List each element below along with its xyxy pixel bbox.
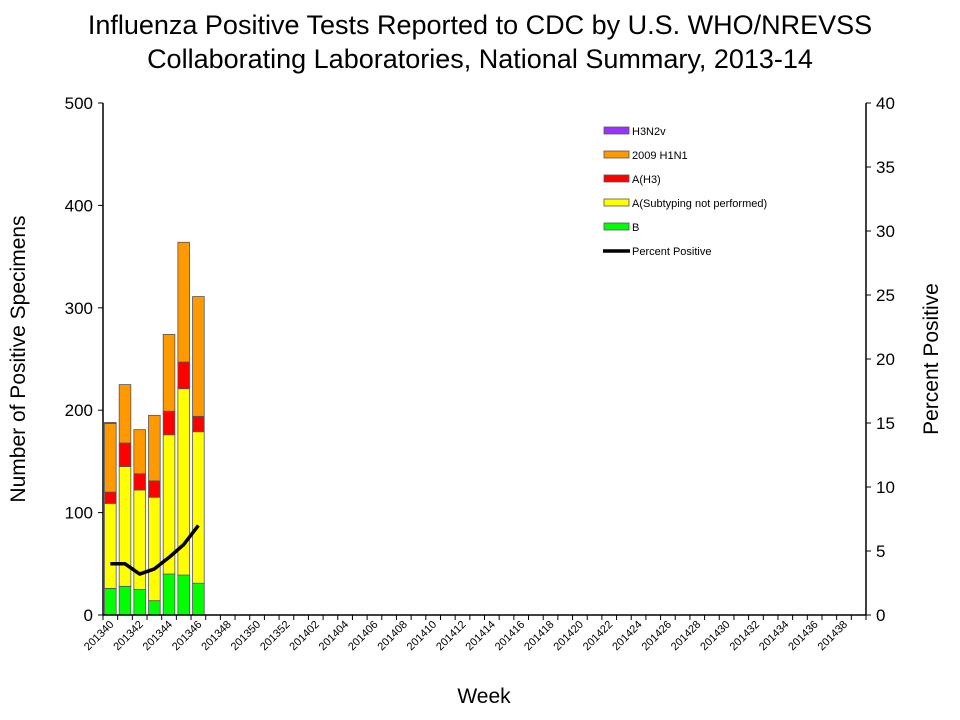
- bar-2009-h1n1: [104, 423, 117, 493]
- legend-swatch: [603, 222, 630, 231]
- x-tick-label: 201420: [552, 619, 586, 653]
- y-tick-label: 0: [84, 606, 93, 625]
- legend-label: B: [632, 222, 639, 234]
- legend-label: A(H3): [632, 174, 661, 186]
- y2-tick-label: 20: [876, 350, 895, 369]
- x-tick-label: 201352: [258, 619, 292, 653]
- bar-a-h3-: [104, 491, 117, 504]
- y2-axis-label: Percent Positive: [920, 283, 943, 435]
- y-tick-label: 200: [65, 401, 93, 420]
- x-tick-label: 201344: [141, 619, 175, 653]
- bar-b: [162, 573, 176, 616]
- y2-tick-label: 35: [876, 158, 895, 177]
- title-line-1: Influenza Positive Tests Reported to CDC…: [87, 10, 873, 40]
- x-tick-label: 201416: [493, 619, 527, 653]
- x-tick-label: 201346: [170, 619, 204, 653]
- bar-a-h3-: [148, 480, 161, 498]
- y-tick-label: 100: [65, 504, 93, 523]
- bar-h3n2v: [104, 422, 117, 424]
- y2-tick-label: 25: [876, 286, 895, 305]
- y-tick-label: 400: [65, 196, 93, 215]
- percent-positive-line: [110, 524, 200, 576]
- bar-a-subtyping-not-performed-: [148, 496, 161, 602]
- bar-2009-h1n1: [118, 384, 132, 444]
- bar-2009-h1n1: [162, 334, 176, 412]
- y2-tick-label: 10: [876, 478, 895, 497]
- x-tick-label: 201434: [757, 619, 791, 653]
- chart-title: Influenza Positive Tests Reported to CDC…: [0, 8, 960, 76]
- x-tick-label: 201414: [464, 619, 498, 653]
- bar-2009-h1n1: [148, 414, 161, 482]
- x-tick-label: 201410: [405, 619, 439, 653]
- legend-label: Percent Positive: [632, 246, 711, 258]
- legend-swatch: [603, 150, 630, 159]
- x-tick-label: 201422: [581, 619, 615, 653]
- bar-b: [104, 587, 117, 616]
- x-tick-label: 201408: [375, 619, 409, 653]
- y2-tick-label: 30: [876, 222, 895, 241]
- y2-tick-label: 15: [876, 414, 895, 433]
- bar-a-h3-: [177, 361, 190, 390]
- bar-b: [133, 589, 146, 616]
- y2-tick-label: 5: [876, 542, 885, 561]
- y-tick-label: 300: [65, 299, 93, 318]
- x-tick-label: 201438: [816, 619, 850, 653]
- bar-b: [177, 574, 190, 616]
- x-tick-label: 201428: [669, 619, 703, 653]
- bar-a-h3-: [192, 415, 205, 433]
- y2-tick-label: 40: [876, 94, 895, 113]
- bar-a-subtyping-not-performed-: [104, 502, 117, 589]
- y-tick-label: 500: [65, 94, 93, 113]
- bar-2009-h1n1: [133, 429, 146, 475]
- x-tick-label: 201404: [317, 619, 351, 653]
- bar-b: [148, 600, 161, 616]
- x-tick-label: 201406: [346, 619, 380, 653]
- x-tick-label: 201402: [287, 619, 321, 653]
- bar-a-subtyping-not-performed-: [192, 431, 205, 584]
- legend-label: 2009 H1N1: [632, 150, 688, 162]
- bar-a-h3-: [162, 410, 176, 436]
- title-line-2: Collaborating Laboratories, National Sum…: [147, 44, 813, 74]
- legend-swatch: [603, 126, 630, 135]
- bar-b: [118, 585, 132, 616]
- legend-swatch: [603, 198, 630, 207]
- x-tick-label: 201432: [728, 619, 762, 653]
- x-tick-label: 201348: [199, 619, 233, 653]
- x-tick-label: 201418: [522, 619, 556, 653]
- x-tick-label: 201350: [229, 619, 263, 653]
- bar-a-h3-: [133, 473, 146, 491]
- x-tick-label: 201342: [111, 619, 145, 653]
- legend-label: H3N2v: [632, 126, 666, 138]
- bar-2009-h1n1: [177, 241, 190, 363]
- y-axis-label: Number of Positive Specimens: [7, 215, 30, 502]
- bar-a-h3-: [118, 442, 132, 467]
- x-tick-label: 201436: [786, 619, 820, 653]
- x-tick-label: 201430: [698, 619, 732, 653]
- y2-tick-label: 0: [876, 606, 885, 625]
- legend-label: A(Subtyping not performed): [632, 198, 767, 210]
- x-tick-label: 201426: [640, 619, 674, 653]
- x-axis-label: Week: [457, 685, 511, 708]
- x-tick-label: 201424: [610, 619, 644, 653]
- bar-b: [192, 582, 205, 616]
- bar-2009-h1n1: [192, 296, 205, 417]
- legend-swatch: [603, 174, 630, 183]
- x-tick-label: 201412: [434, 619, 468, 653]
